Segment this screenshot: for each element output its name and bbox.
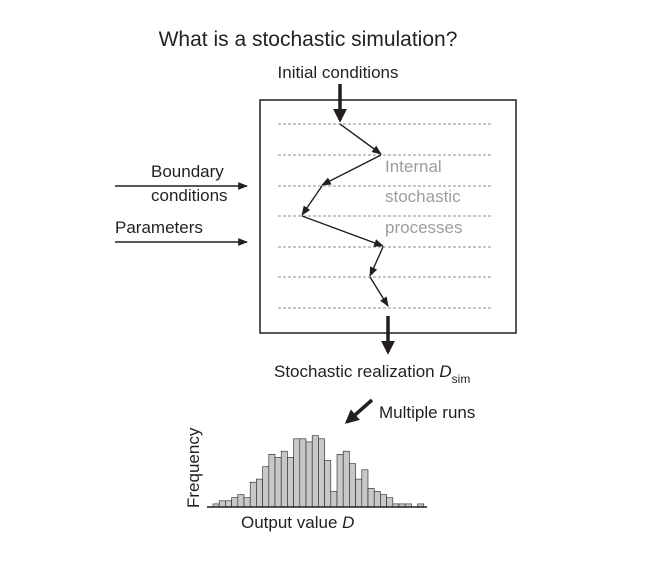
histogram-bar <box>243 497 251 508</box>
boundary-conditions-label-line1: Boundary <box>151 162 224 181</box>
histogram-bar <box>274 457 282 508</box>
histogram-bar <box>336 453 344 508</box>
histogram-bar <box>373 491 381 508</box>
histogram-bar <box>231 497 239 508</box>
diagram-title: What is a stochastic simulation? <box>159 28 458 51</box>
histogram <box>212 435 425 508</box>
multiple-runs-label: Multiple runs <box>379 403 475 422</box>
histogram-bar <box>342 450 350 508</box>
x-axis-label-symbol: D <box>342 513 354 532</box>
histogram-bar <box>268 453 276 508</box>
initial-conditions-label: Initial conditions <box>278 63 399 82</box>
histogram-bar <box>218 500 226 508</box>
histogram-bar <box>287 457 294 508</box>
stochastic-path <box>301 123 389 307</box>
realization-prefix: Stochastic realization <box>274 362 439 381</box>
multiple-runs-arrow <box>344 398 374 424</box>
histogram-bar <box>305 441 313 508</box>
internal-label-line2: stochastic <box>385 187 461 206</box>
histogram-bar <box>367 488 375 508</box>
histogram-bar <box>256 478 263 508</box>
histogram-bar <box>386 497 394 508</box>
realization-subscript: sim <box>452 372 471 386</box>
realization-symbol: D <box>439 362 451 381</box>
histogram-bar <box>318 438 325 508</box>
histogram-bar <box>380 494 387 508</box>
internal-label-line1: Internal <box>385 157 442 176</box>
internal-label-line3: processes <box>385 218 462 237</box>
histogram-bar <box>311 435 319 508</box>
histogram-bar <box>237 494 245 508</box>
histogram-y-axis-label: Frequency <box>184 427 203 508</box>
histogram-bar <box>361 469 369 508</box>
histogram-bar <box>280 450 288 508</box>
histogram-bar <box>330 491 338 508</box>
stochastic-realization-label: Stochastic realization Dsim <box>274 362 470 386</box>
boundary-conditions-label-line2: conditions <box>151 186 228 205</box>
histogram-bar <box>225 500 232 508</box>
internal-step-lines <box>278 123 492 309</box>
histogram-bar <box>293 438 301 508</box>
histogram-bar <box>355 478 363 508</box>
parameters-label: Parameters <box>115 218 203 237</box>
histogram-bar <box>324 460 332 508</box>
histogram-bar <box>262 466 270 508</box>
histogram-bar <box>349 463 356 508</box>
histogram-x-axis-label: Output value D <box>241 513 354 532</box>
histogram-bar <box>249 481 257 508</box>
x-axis-label-prefix: Output value <box>241 513 342 532</box>
histogram-bar <box>299 438 307 508</box>
